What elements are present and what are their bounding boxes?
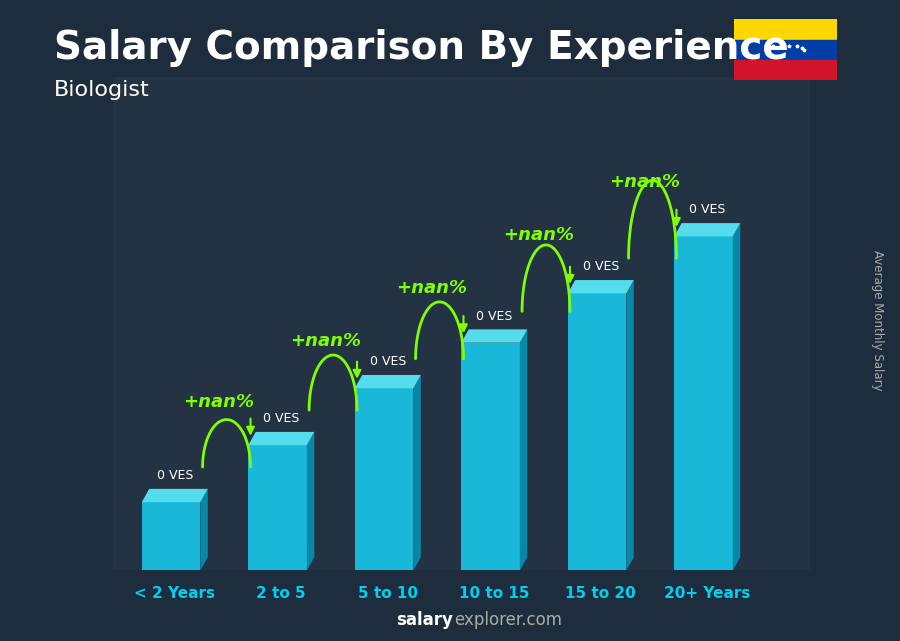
- Text: 0 VES: 0 VES: [370, 355, 406, 368]
- Text: +nan%: +nan%: [609, 173, 680, 191]
- Bar: [734, 40, 837, 60]
- Polygon shape: [248, 432, 314, 445]
- Polygon shape: [201, 489, 208, 570]
- Polygon shape: [733, 223, 741, 570]
- Text: 0 VES: 0 VES: [263, 412, 300, 425]
- Polygon shape: [674, 223, 741, 237]
- Text: +nan%: +nan%: [397, 279, 467, 297]
- Bar: [734, 19, 837, 40]
- Polygon shape: [461, 343, 520, 570]
- Text: +nan%: +nan%: [184, 393, 255, 411]
- Text: 0 VES: 0 VES: [689, 203, 725, 216]
- Text: +nan%: +nan%: [290, 332, 361, 350]
- Polygon shape: [307, 432, 314, 570]
- Text: 15 to 20: 15 to 20: [565, 586, 636, 601]
- Text: 0 VES: 0 VES: [476, 310, 512, 322]
- Text: explorer.com: explorer.com: [454, 612, 562, 629]
- Text: 10 to 15: 10 to 15: [459, 586, 529, 601]
- Text: Salary Comparison By Experience: Salary Comparison By Experience: [54, 29, 788, 67]
- Polygon shape: [142, 502, 201, 570]
- Polygon shape: [355, 388, 413, 570]
- Text: 0 VES: 0 VES: [582, 260, 619, 273]
- Text: 5 to 10: 5 to 10: [358, 586, 418, 601]
- Text: 2 to 5: 2 to 5: [256, 586, 306, 601]
- Text: Average Monthly Salary: Average Monthly Salary: [871, 250, 884, 391]
- Polygon shape: [626, 280, 634, 570]
- Polygon shape: [520, 329, 527, 570]
- Text: salary: salary: [396, 612, 453, 629]
- Polygon shape: [355, 375, 421, 388]
- Polygon shape: [568, 280, 634, 294]
- Polygon shape: [568, 294, 626, 570]
- Text: +nan%: +nan%: [503, 226, 574, 244]
- Polygon shape: [142, 489, 208, 502]
- Text: Biologist: Biologist: [54, 80, 149, 100]
- Bar: [734, 60, 837, 80]
- Polygon shape: [461, 329, 527, 343]
- Polygon shape: [248, 445, 307, 570]
- Text: 0 VES: 0 VES: [157, 469, 193, 482]
- Polygon shape: [674, 237, 733, 570]
- Text: < 2 Years: < 2 Years: [134, 586, 215, 601]
- Text: 20+ Years: 20+ Years: [664, 586, 751, 601]
- Polygon shape: [413, 375, 421, 570]
